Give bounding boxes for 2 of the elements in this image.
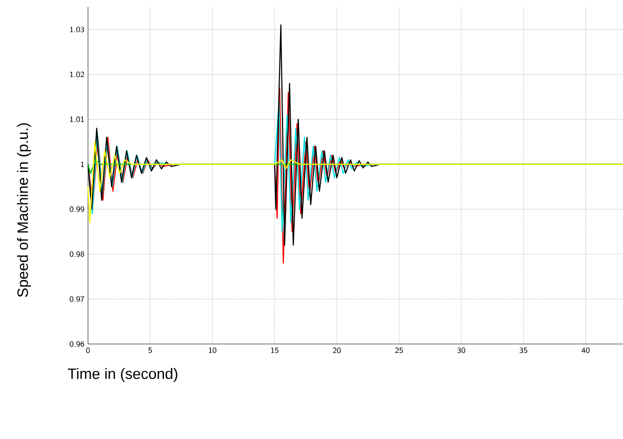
- x-axis-title: Time in (second): [68, 368, 178, 382]
- y-axis-title: Speed of Machine in (p.u.): [17, 123, 31, 297]
